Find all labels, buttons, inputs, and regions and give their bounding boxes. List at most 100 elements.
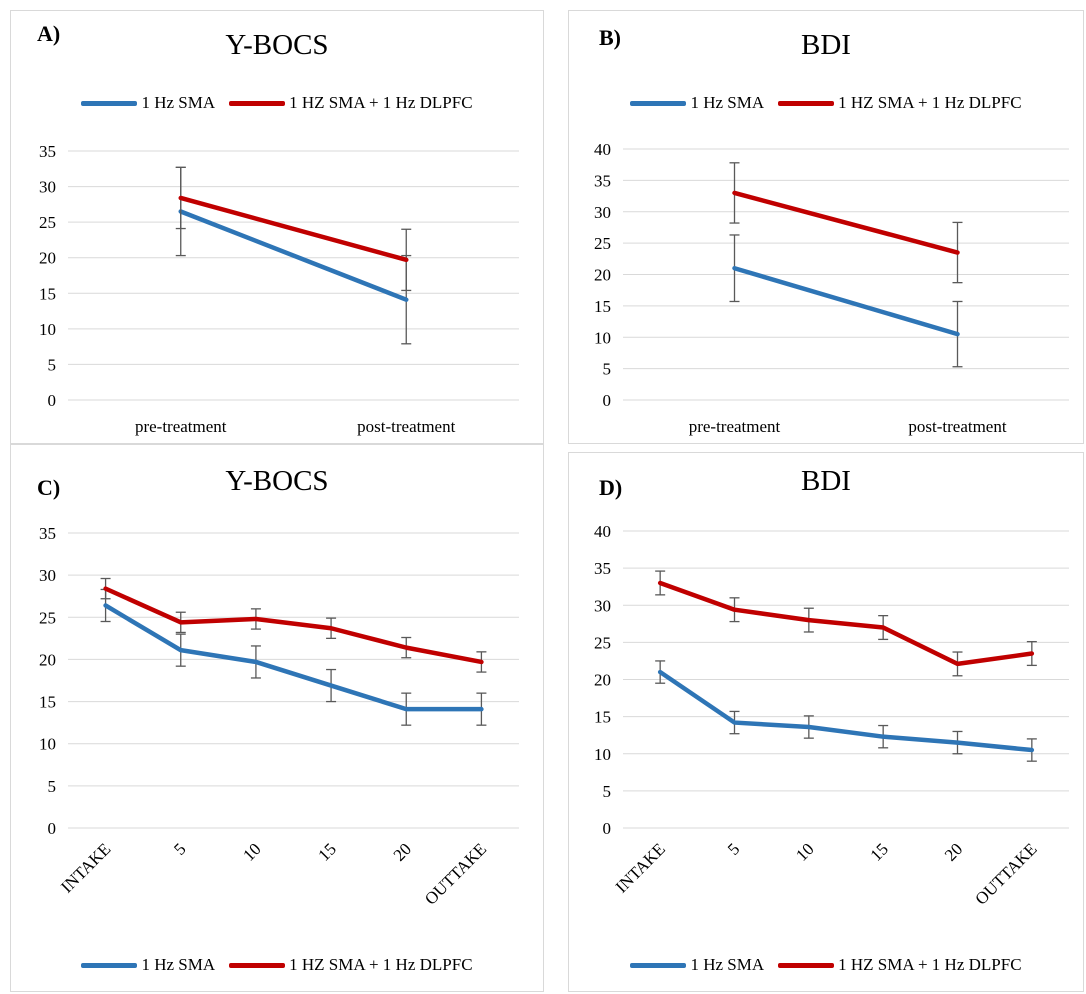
legend-label-series-a: 1 Hz SMA (141, 93, 216, 112)
y-tick-label: 25 (594, 234, 611, 253)
y-tick-label: 15 (594, 297, 611, 316)
y-tick-label: 10 (39, 735, 56, 754)
y-tick-label: 20 (594, 266, 611, 285)
y-tick-label: 5 (48, 355, 57, 374)
legend-item-series-b: 1 HZ SMA + 1 Hz DLPFC (229, 93, 473, 113)
x-tick-label: 10 (792, 839, 817, 864)
y-tick-label: 5 (603, 782, 612, 801)
legend-label-series-b: 1 HZ SMA + 1 Hz DLPFC (838, 93, 1022, 112)
y-tick-label: 35 (39, 142, 56, 161)
x-tick-label: OUTTAKE (971, 839, 1040, 908)
y-tick-label: 30 (594, 596, 611, 615)
y-tick-label: 20 (39, 650, 56, 669)
x-tick-label: pre-treatment (135, 417, 227, 436)
y-tick-label: 5 (48, 777, 57, 796)
legend-label-series-a: 1 Hz SMA (690, 955, 765, 974)
legend-swatch-series-a (630, 962, 687, 968)
x-tick-label: 10 (239, 839, 264, 864)
y-tick-label: 25 (594, 633, 611, 652)
chart-legend: 1 Hz SMA 1 HZ SMA + 1 Hz DLPFC (569, 93, 1083, 113)
y-tick-label: 15 (39, 693, 56, 712)
chart-legend: 1 Hz SMA 1 HZ SMA + 1 Hz DLPFC (11, 955, 543, 975)
y-tick-label: 30 (39, 566, 56, 585)
series-line (103, 586, 484, 665)
chart-title: BDI (801, 29, 851, 61)
series-line (732, 190, 960, 255)
y-tick-label: 20 (594, 671, 611, 690)
legend-item-series-b: 1 HZ SMA + 1 Hz DLPFC (778, 955, 1022, 975)
x-tick-label: INTAKE (57, 839, 114, 896)
x-tick-label: post-treatment (357, 417, 455, 436)
y-tick-label: 25 (39, 608, 56, 627)
chart-title: Y-BOCS (225, 465, 329, 497)
y-tick-label: 10 (594, 328, 611, 347)
legend-swatch-series-a (81, 100, 138, 106)
legend-item-series-b: 1 HZ SMA + 1 Hz DLPFC (778, 93, 1022, 113)
panel-letter: C) (37, 475, 61, 500)
x-tick-label: INTAKE (612, 839, 669, 896)
x-tick-label: 15 (867, 839, 892, 864)
panel-letter: A) (37, 21, 61, 46)
x-tick-label: OUTTAKE (421, 839, 490, 908)
series-line (103, 603, 484, 712)
legend-swatch-series-b (229, 100, 286, 106)
series-line (732, 265, 960, 337)
plot-area: 0 5 10 15 20 25 30 35 40 pre-treatment post-treatm… (594, 140, 1069, 436)
x-tick-label: 20 (390, 839, 415, 864)
series-line (657, 580, 1035, 667)
chart-panel-d: D) BDI 0 5 10 15 20 25 30 35 40 INTAKE 5 10 15 20 OUTT… (568, 452, 1084, 992)
series-line (178, 209, 409, 302)
legend-label-series-a: 1 Hz SMA (690, 93, 765, 112)
x-tick-label: 20 (941, 839, 966, 864)
series-line (657, 669, 1035, 753)
legend-label-series-a: 1 Hz SMA (141, 955, 216, 974)
x-tick-label: pre-treatment (689, 417, 781, 436)
y-tick-label: 10 (39, 320, 56, 339)
y-tick-label: 0 (603, 819, 612, 838)
y-tick-label: 20 (39, 249, 56, 268)
legend-label-series-b: 1 HZ SMA + 1 Hz DLPFC (289, 93, 473, 112)
x-tick-label: post-treatment (908, 417, 1006, 436)
legend-item-series-b: 1 HZ SMA + 1 Hz DLPFC (229, 955, 473, 975)
x-tick-label: 5 (170, 839, 189, 858)
y-tick-label: 40 (594, 140, 611, 159)
y-tick-label: 5 (603, 360, 612, 379)
legend-swatch-series-b (778, 962, 835, 968)
y-tick-label: 15 (594, 708, 611, 727)
y-tick-label: 25 (39, 213, 56, 232)
y-tick-label: 0 (603, 391, 612, 410)
y-tick-label: 0 (48, 819, 57, 838)
legend-swatch-series-b (778, 100, 835, 106)
legend-item-series-a: 1 Hz SMA (630, 93, 764, 113)
y-tick-label: 35 (39, 524, 56, 543)
y-tick-label: 35 (594, 171, 611, 190)
y-tick-label: 15 (39, 284, 56, 303)
y-tick-label: 10 (594, 745, 611, 764)
x-tick-label: 15 (314, 839, 339, 864)
chart-title: Y-BOCS (225, 29, 329, 61)
legend-item-series-a: 1 Hz SMA (81, 955, 215, 975)
legend-label-series-b: 1 HZ SMA + 1 Hz DLPFC (838, 955, 1022, 974)
y-tick-label: 35 (594, 559, 611, 578)
chart-panel-a: A) Y-BOCS 1 Hz SMA 1 HZ SMA + 1 Hz DLPFC… (10, 10, 544, 444)
series-line (178, 195, 409, 263)
x-tick-label: 5 (724, 839, 743, 858)
chart-legend: 1 Hz SMA 1 HZ SMA + 1 Hz DLPFC (11, 93, 543, 113)
y-tick-label: 0 (48, 391, 57, 410)
y-tick-label: 30 (39, 178, 56, 197)
chart-title: BDI (801, 465, 851, 497)
legend-swatch-series-a (81, 962, 138, 968)
legend-item-series-a: 1 Hz SMA (630, 955, 764, 975)
panel-letter: B) (599, 25, 621, 50)
y-tick-label: 40 (594, 522, 611, 541)
legend-item-series-a: 1 Hz SMA (81, 93, 215, 113)
legend-swatch-series-a (630, 100, 687, 106)
legend-swatch-series-b (229, 962, 286, 968)
plot-area: 0 5 10 15 20 25 30 35 pre-treatment post-treatmen… (39, 142, 519, 436)
chart-panel-c: C) Y-BOCS 0 5 10 15 20 25 30 35 INTAKE 5 10 15 20 OUT… (10, 444, 544, 992)
chart-legend: 1 Hz SMA 1 HZ SMA + 1 Hz DLPFC (569, 955, 1083, 975)
panel-letter: D) (599, 475, 623, 500)
y-tick-label: 30 (594, 203, 611, 222)
